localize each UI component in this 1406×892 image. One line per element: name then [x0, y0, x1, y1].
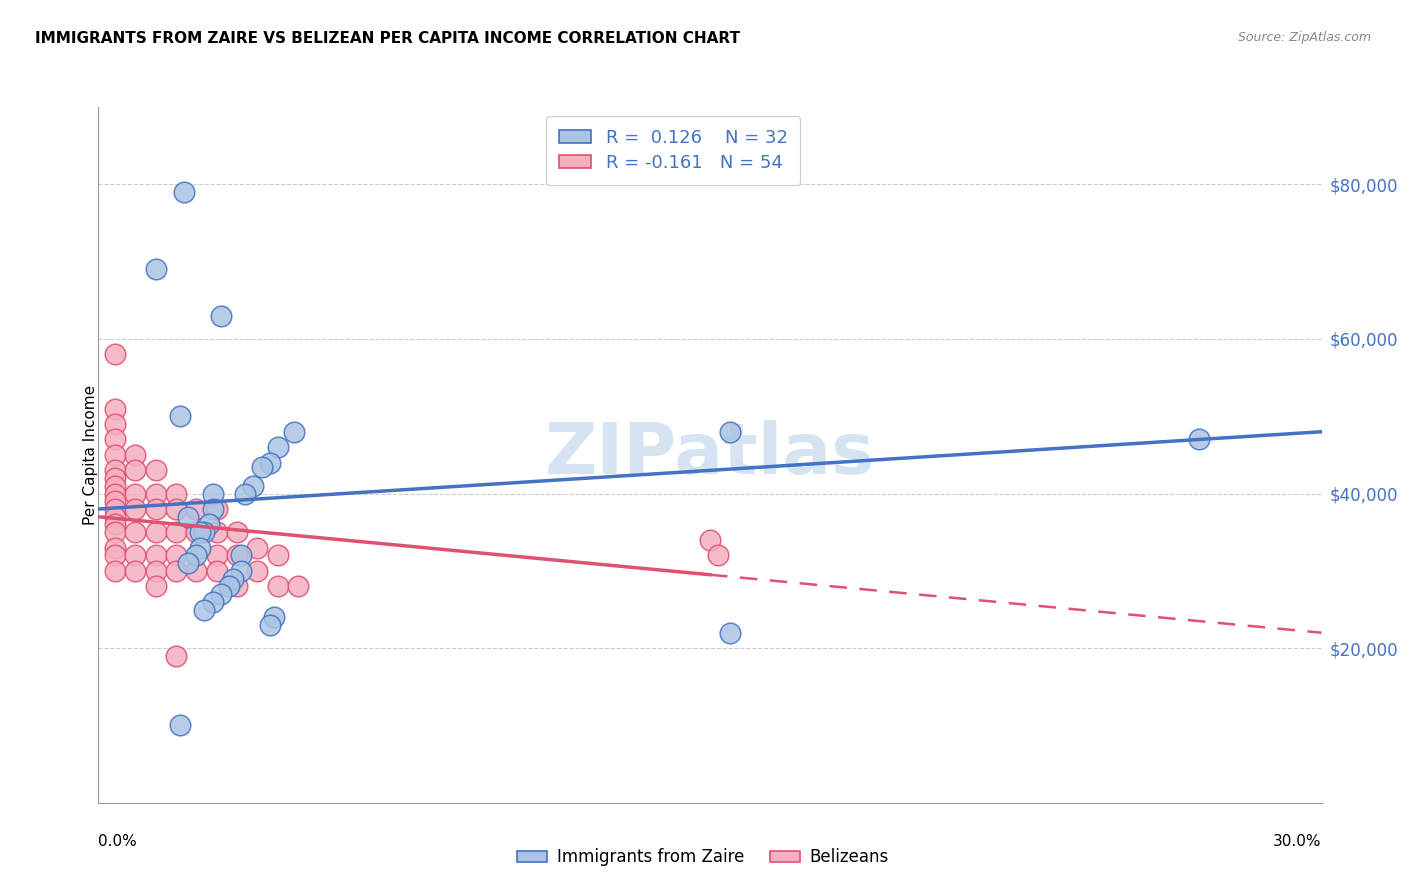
Point	[699, 533, 721, 547]
Point	[283, 425, 305, 439]
Point	[104, 509, 127, 524]
Point	[104, 417, 127, 431]
Point	[718, 625, 742, 640]
Point	[226, 579, 249, 593]
Point	[124, 549, 146, 563]
Point	[197, 517, 219, 532]
Point	[104, 347, 127, 361]
Point	[104, 525, 127, 540]
Point	[145, 564, 167, 578]
Point	[165, 525, 187, 540]
Point	[104, 471, 127, 485]
Text: ZIPatlas: ZIPatlas	[546, 420, 875, 490]
Point	[104, 564, 127, 578]
Point	[165, 502, 187, 516]
Text: IMMIGRANTS FROM ZAIRE VS BELIZEAN PER CAPITA INCOME CORRELATION CHART: IMMIGRANTS FROM ZAIRE VS BELIZEAN PER CA…	[35, 31, 740, 46]
Point	[209, 309, 232, 323]
Point	[226, 525, 249, 540]
Point	[186, 564, 208, 578]
Point	[104, 486, 127, 500]
Point	[104, 517, 127, 532]
Point	[104, 549, 127, 563]
Point	[124, 564, 146, 578]
Point	[231, 549, 253, 563]
Point	[226, 549, 249, 563]
Point	[205, 502, 228, 516]
Point	[165, 549, 187, 563]
Point	[104, 433, 127, 447]
Point	[201, 595, 224, 609]
Point	[233, 486, 256, 500]
Point	[259, 618, 281, 632]
Point	[124, 448, 146, 462]
Text: 30.0%: 30.0%	[1274, 834, 1322, 849]
Point	[145, 502, 167, 516]
Point	[173, 185, 195, 199]
Point	[205, 549, 228, 563]
Point	[205, 525, 228, 540]
Point	[104, 448, 127, 462]
Point	[246, 564, 269, 578]
Point	[222, 572, 245, 586]
Point	[104, 463, 127, 477]
Point	[145, 262, 167, 277]
Point	[201, 486, 224, 500]
Point	[267, 579, 290, 593]
Point	[193, 602, 215, 616]
Text: Source: ZipAtlas.com: Source: ZipAtlas.com	[1237, 31, 1371, 45]
Point	[177, 509, 200, 524]
Point	[177, 556, 200, 570]
Point	[1188, 433, 1211, 447]
Point	[188, 541, 212, 555]
Point	[205, 564, 228, 578]
Point	[124, 502, 146, 516]
Point	[104, 494, 127, 508]
Point	[186, 525, 208, 540]
Point	[218, 579, 240, 593]
Point	[201, 502, 224, 516]
Point	[145, 486, 167, 500]
Point	[250, 459, 273, 474]
Point	[124, 463, 146, 477]
Point	[104, 541, 127, 555]
Point	[169, 409, 191, 424]
Y-axis label: Per Capita Income: Per Capita Income	[83, 384, 97, 525]
Point	[287, 579, 309, 593]
Point	[231, 564, 253, 578]
Point	[246, 541, 269, 555]
Text: 0.0%: 0.0%	[98, 834, 138, 849]
Point	[145, 549, 167, 563]
Point	[145, 525, 167, 540]
Point	[707, 549, 730, 563]
Point	[165, 648, 187, 663]
Legend: Immigrants from Zaire, Belizeans: Immigrants from Zaire, Belizeans	[509, 840, 897, 875]
Point	[165, 564, 187, 578]
Point	[267, 549, 290, 563]
Point	[188, 525, 212, 540]
Point	[145, 579, 167, 593]
Point	[718, 425, 742, 439]
Point	[186, 549, 208, 563]
Point	[145, 463, 167, 477]
Point	[124, 486, 146, 500]
Point	[263, 610, 285, 624]
Point	[104, 401, 127, 416]
Point	[242, 479, 264, 493]
Point	[124, 525, 146, 540]
Point	[259, 456, 281, 470]
Point	[104, 479, 127, 493]
Point	[186, 502, 208, 516]
Point	[104, 502, 127, 516]
Point	[169, 718, 191, 732]
Point	[209, 587, 232, 601]
Point	[267, 440, 290, 454]
Legend: R =  0.126    N = 32, R = -0.161   N = 54: R = 0.126 N = 32, R = -0.161 N = 54	[546, 116, 800, 185]
Point	[193, 525, 215, 540]
Point	[165, 486, 187, 500]
